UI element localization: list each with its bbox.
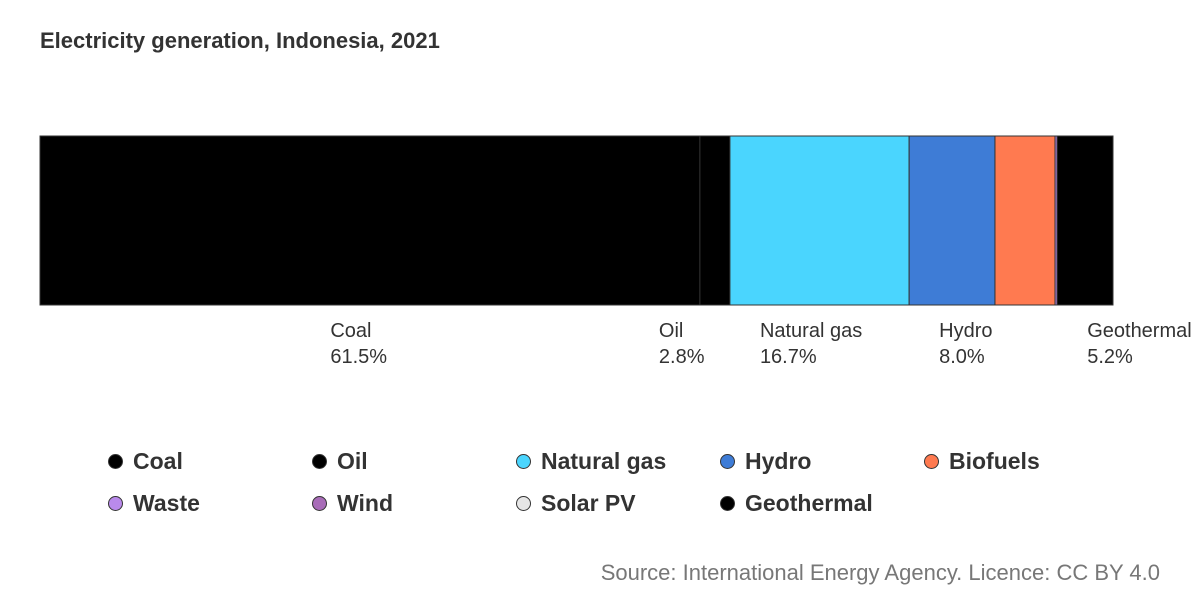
legend-label-oil: Oil [337,448,368,474]
bar-segment-geothermal [1056,135,1114,306]
segment-value-label-hydro: 8.0% [939,346,985,368]
segment-label-hydro: Hydro [939,320,992,342]
segment-value-label-natural-gas: 16.7% [760,346,817,368]
source-note: Source: International Energy Agency. Lic… [600,560,1160,585]
legend-label-solar-pv: Solar PV [541,490,636,516]
bar-group [39,135,1114,306]
legend-item-hydro[interactable]: Hydro [720,448,811,475]
bar-segment-biofuels [994,135,1056,306]
legend-swatch-wind [312,496,327,511]
segment-label-coal: Coal [330,320,371,342]
legend-item-wind[interactable]: Wind [312,490,393,517]
legend-label-waste: Waste [133,490,200,516]
bar-segment-oil [699,135,731,306]
stacked-bar-chart: Coal 61.5% Oil 2.8% Natural gas 16.7% Hydro 8.0… [39,135,1192,368]
segment-value-label-oil: 2.8% [659,346,705,368]
bar-segment-coal [39,135,701,306]
legend-label-wind: Wind [337,490,393,516]
legend-swatch-biofuels [924,454,939,469]
legend-swatch-oil [312,454,327,469]
legend-label-natural-gas: Natural gas [541,448,667,474]
legend-swatch-natural-gas [516,454,531,469]
segment-label-group: Coal 61.5% Oil 2.8% Natural gas 16.7% Hydro 8.0… [330,320,1191,368]
chart-title: Electricity generation, Indonesia, 2021 [40,28,440,53]
legend-label-biofuels: Biofuels [949,448,1040,474]
bar-segment-natural-gas [729,135,910,306]
bar-segment-hydro [908,135,996,306]
segment-label-oil: Oil [659,320,683,342]
legend-swatch-geothermal [720,496,735,511]
legend-swatch-coal [108,454,123,469]
legend-label-hydro: Hydro [745,448,812,474]
legend-swatch-waste [108,496,123,511]
legend-item-solar-pv[interactable]: Solar PV [516,490,636,517]
legend-item-geothermal[interactable]: Geothermal [720,490,873,517]
legend-item-oil[interactable]: Oil [312,448,368,475]
segment-label-natural-gas: Natural gas [760,320,862,342]
legend-item-coal[interactable]: Coal [108,448,183,475]
legend-swatch-solar-pv [516,496,531,511]
segment-value-label-geothermal: 5.2% [1087,346,1133,368]
segment-label-geothermal: Geothermal [1087,320,1192,342]
legend-swatch-hydro [720,454,735,469]
legend-item-natural-gas[interactable]: Natural gas [516,448,666,475]
legend-label-geothermal: Geothermal [745,490,873,516]
legend-label-coal: Coal [133,448,183,474]
legend-item-biofuels[interactable]: Biofuels [924,448,1040,475]
segment-value-label-coal: 61.5% [330,346,387,368]
legend-item-waste[interactable]: Waste [108,490,200,517]
